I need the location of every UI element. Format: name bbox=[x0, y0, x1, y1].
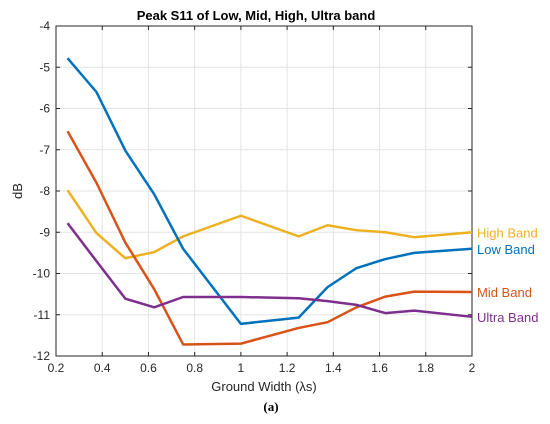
x-tick-label: 1.8 bbox=[417, 361, 434, 375]
y-tick-label: -11 bbox=[34, 308, 51, 322]
series-line-low-band bbox=[66, 57, 473, 326]
y-axis-label: dB bbox=[10, 183, 25, 199]
grid bbox=[55, 25, 473, 357]
x-tick-label: 0.6 bbox=[140, 361, 157, 375]
series-line-high-band bbox=[66, 189, 473, 260]
series-label-high-band: High Band bbox=[477, 225, 538, 240]
series-line-ultra-band bbox=[66, 222, 473, 319]
y-tick-label: -12 bbox=[33, 349, 51, 363]
y-tick-label: -6 bbox=[39, 102, 50, 116]
x-tick-label: 0.8 bbox=[186, 361, 203, 375]
y-tick-label: -4 bbox=[39, 19, 50, 33]
y-tick-label: -9 bbox=[39, 225, 50, 239]
series-labels: High Band Low Band Mid Band Ultra Band bbox=[477, 225, 538, 325]
y-axis: -12 -11 -10 -9 -8 -7 -6 -5 -4 bbox=[33, 19, 472, 363]
series-lines bbox=[66, 57, 473, 346]
y-tick-label: -8 bbox=[39, 184, 50, 198]
series-label-ultra-band: Ultra Band bbox=[477, 310, 538, 325]
x-tick-label: 1.4 bbox=[325, 361, 342, 375]
x-axis-label: Ground Width (λs) bbox=[211, 379, 316, 394]
series-line-mid-band bbox=[66, 130, 473, 346]
chart-title: Peak S11 of Low, Mid, High, Ultra band bbox=[137, 8, 376, 23]
series-label-mid-band: Mid Band bbox=[477, 285, 532, 300]
y-tick-label: -7 bbox=[39, 143, 50, 157]
x-tick-label: 2 bbox=[469, 361, 476, 375]
x-tick-label: 1 bbox=[238, 361, 245, 375]
x-tick-label: 0.4 bbox=[94, 361, 111, 375]
series-label-low-band: Low Band bbox=[477, 242, 535, 257]
x-axis: 0.2 0.4 0.6 0.8 1 1.2 1.4 1.6 1.8 2 bbox=[48, 26, 476, 375]
figure-caption: (a) bbox=[263, 399, 278, 414]
y-tick-label: -5 bbox=[39, 60, 50, 74]
x-tick-label: 1.2 bbox=[279, 361, 296, 375]
x-tick-label: 0.2 bbox=[48, 361, 65, 375]
x-tick-label: 1.6 bbox=[371, 361, 388, 375]
y-tick-label: -10 bbox=[33, 267, 51, 281]
